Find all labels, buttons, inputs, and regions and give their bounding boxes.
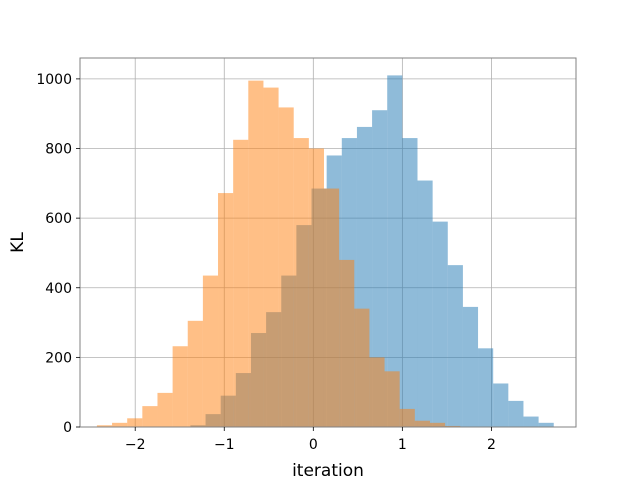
- histogram-bar-series-2: [384, 371, 400, 427]
- histogram-bar-series-2: [339, 259, 355, 427]
- x-tick-label: 2: [487, 437, 496, 453]
- histogram-bar-series-1: [508, 400, 524, 427]
- histogram-bar-series-2: [248, 80, 264, 428]
- histogram-bar-series-1: [387, 75, 403, 427]
- histogram-bar-series-2: [233, 139, 249, 427]
- histogram-bar-series-2: [278, 107, 294, 428]
- y-tick-label: 0: [63, 420, 72, 436]
- histogram-bar-series-2: [293, 138, 309, 427]
- histogram-bar-series-2: [157, 392, 173, 427]
- plot-frame: [79, 57, 577, 428]
- histogram-bar-series-1: [432, 221, 448, 427]
- x-tick-label: 1: [398, 437, 407, 453]
- histogram-bar-series-2: [202, 275, 219, 427]
- histogram-bars: [96, 75, 554, 428]
- histogram-bar-series-2: [142, 406, 158, 427]
- histogram-bar-series-2: [96, 425, 113, 427]
- histogram-bar-series-1: [523, 416, 539, 427]
- y-tick-label: 400: [45, 281, 72, 297]
- x-tick-label: −1: [214, 437, 235, 453]
- y-tick-label: 1000: [36, 72, 72, 88]
- y-tick-label: 200: [45, 350, 72, 366]
- histogram-bar-series-1: [447, 265, 463, 427]
- y-tick-label: 600: [45, 211, 72, 227]
- histogram-bar-series-2: [354, 308, 370, 427]
- histogram-bar-series-2: [218, 193, 234, 427]
- histogram-bar-series-2: [187, 320, 203, 427]
- histogram-bar-series-2: [112, 422, 128, 427]
- histogram-bar-series-2: [429, 422, 446, 427]
- histogram-bar-series-1: [493, 383, 509, 427]
- histogram-bar-series-1: [372, 110, 388, 427]
- histogram-bar-series-1: [462, 306, 479, 427]
- x-tick-label: 0: [309, 437, 318, 453]
- histogram-bar-series-2: [414, 420, 430, 427]
- axis-ticks: −2 −1 0 1 2 0 200 400 600 800 1000: [36, 72, 496, 453]
- histogram-bar-series-2: [263, 87, 279, 427]
- histogram-bar-series-1: [417, 180, 433, 427]
- x-axis-label: iteration: [292, 461, 364, 480]
- histogram-bar-series-2: [399, 408, 415, 427]
- histogram-bar-series-2: [308, 148, 324, 427]
- histogram-bar-series-2: [127, 418, 143, 427]
- histogram-bar-series-2: [172, 346, 188, 427]
- histogram-bar-series-1: [402, 138, 418, 427]
- histogram-bar-series-1: [538, 422, 554, 427]
- histogram-bar-series-2: [445, 425, 461, 427]
- y-axis-label: KL: [8, 232, 28, 253]
- x-tick-label: −2: [125, 437, 146, 453]
- histogram-bar-series-1: [478, 348, 494, 427]
- histogram-bar-series-2: [369, 357, 385, 427]
- histogram-bar-series-2: [323, 188, 340, 427]
- y-tick-label: 800: [45, 142, 72, 158]
